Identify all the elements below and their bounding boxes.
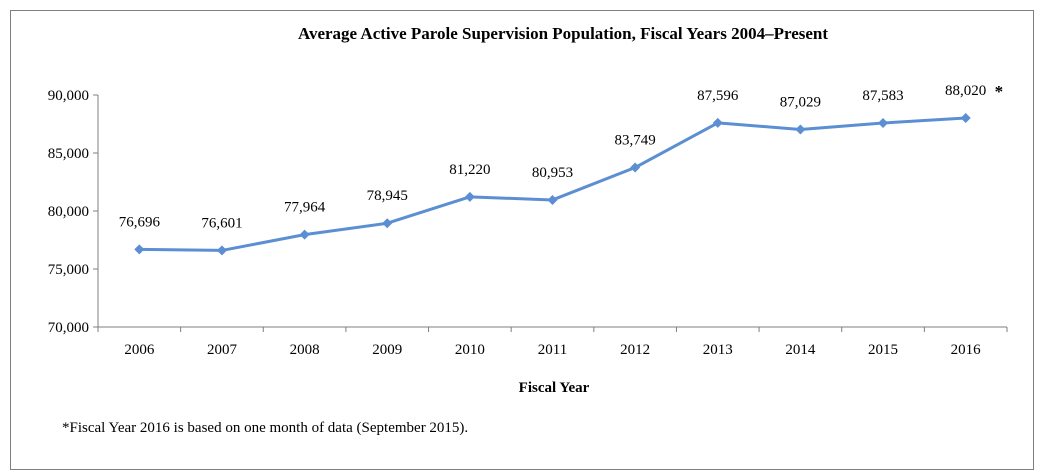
- y-tick-label: 75,000: [48, 262, 89, 278]
- data-label: 77,964: [284, 200, 326, 216]
- data-point: [464, 191, 475, 202]
- y-tick-label: 80,000: [48, 204, 89, 220]
- y-tick-label: 90,000: [48, 88, 89, 104]
- data-label: 87,596: [697, 88, 739, 104]
- chart-title: Average Active Parole Supervision Popula…: [298, 24, 828, 43]
- series-line: [139, 116, 966, 252]
- x-tick-label: 2013: [703, 342, 733, 358]
- x-tick-label: 2006: [124, 342, 155, 358]
- data-label: 83,749: [615, 133, 656, 149]
- data-label: 81,220: [449, 162, 490, 178]
- data-point: [878, 118, 889, 129]
- x-axis-title: Fiscal Year: [519, 380, 590, 396]
- x-tick-label: 2007: [207, 342, 238, 358]
- data-label: 78,945: [367, 188, 408, 204]
- data-point: [630, 162, 641, 173]
- data-label: 87,029: [780, 94, 821, 110]
- data-point: [960, 112, 971, 123]
- y-tick-label: 70,000: [48, 320, 89, 336]
- footnote: *Fiscal Year 2016 is based on one month …: [62, 420, 468, 436]
- x-tick-label: 2011: [538, 342, 567, 358]
- x-tick-label: 2012: [620, 342, 650, 358]
- y-tick-label: 85,000: [48, 146, 89, 162]
- data-label: 76,601: [201, 215, 242, 231]
- data-label: 87,583: [862, 88, 903, 104]
- data-point: [299, 229, 310, 240]
- data-point: [382, 218, 393, 229]
- line-chart: Average Active Parole Supervision Popula…: [48, 24, 1008, 436]
- data-label: 80,953: [532, 165, 573, 181]
- x-tick-label: 2015: [868, 342, 898, 358]
- data-label: 76,696: [119, 214, 161, 230]
- data-point: [795, 124, 806, 135]
- x-tick-label: 2010: [455, 342, 485, 358]
- data-point: [134, 244, 145, 255]
- x-tick-label: 2008: [290, 342, 320, 358]
- x-tick-label: 2009: [372, 342, 402, 358]
- x-tick-label: 2016: [951, 342, 982, 358]
- data-point: [547, 194, 558, 205]
- data-point: [712, 117, 723, 128]
- data-point: [216, 245, 227, 256]
- annotation-marker: *: [995, 82, 1004, 101]
- x-tick-label: 2014: [785, 342, 816, 358]
- chart-frame: Average Active Parole Supervision Popula…: [10, 10, 1034, 470]
- data-label: 88,020: [945, 83, 986, 99]
